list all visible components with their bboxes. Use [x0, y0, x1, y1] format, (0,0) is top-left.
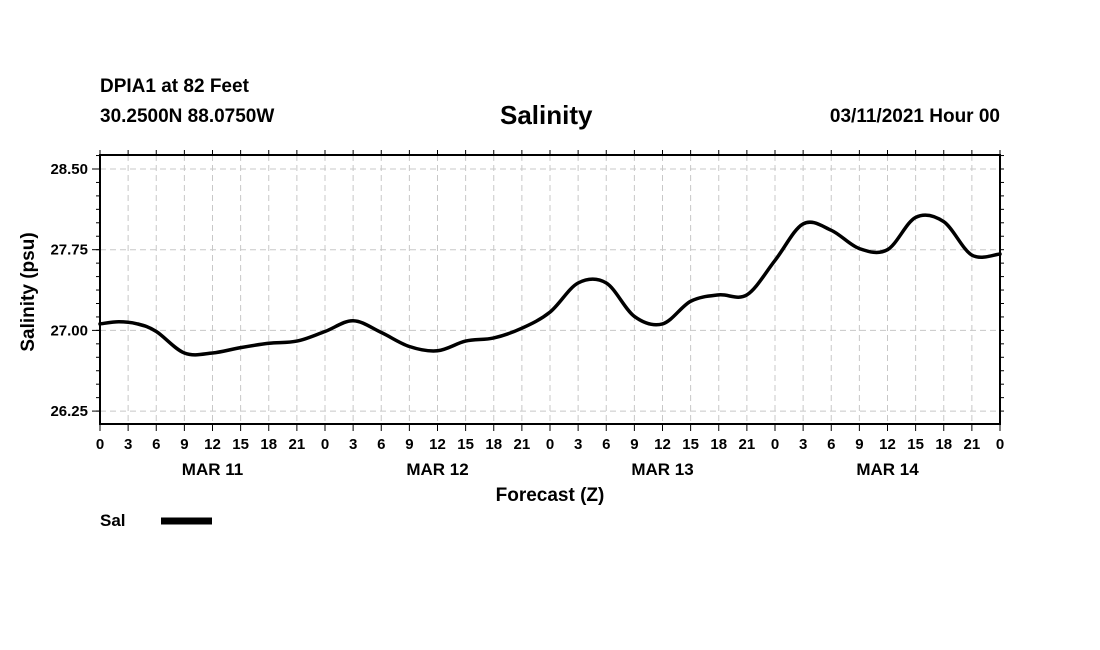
x-tick-label: 0 [546, 436, 554, 453]
x-tick-label: 3 [574, 436, 582, 453]
x-tick-label: 0 [321, 436, 329, 453]
grid [100, 155, 1000, 424]
station-coordinates: 30.2500N 88.0750W [100, 106, 275, 127]
x-tick-label: 21 [739, 436, 756, 453]
x-day-label: MAR 13 [631, 460, 693, 479]
x-tick-label: 15 [907, 436, 924, 453]
x-tick-label: 6 [377, 436, 385, 453]
x-day-label: MAR 12 [406, 460, 468, 479]
x-tick-label: 9 [180, 436, 188, 453]
chart-title: Salinity [500, 100, 593, 130]
x-tick-label: 6 [827, 436, 835, 453]
x-tick-label: 18 [935, 436, 952, 453]
x-tick-label: 21 [289, 436, 306, 453]
series-layer [98, 213, 1002, 357]
x-tick-label: 15 [232, 436, 249, 453]
x-tick-label: 21 [964, 436, 981, 453]
x-axis: 0 3 6 9 12 15 18 21 0 3 6 9 12 15 18 21 0 3 6 9 12 15 18 21 0 3 6 9… [96, 150, 1004, 479]
x-tick-label: 0 [996, 436, 1004, 453]
station-label: DPIA1 at 82 Feet [100, 76, 249, 97]
legend-label: Sal [100, 511, 126, 530]
y-tick-label: 26.25 [50, 403, 88, 420]
x-tick-label: 18 [710, 436, 727, 453]
x-tick-label: 15 [457, 436, 474, 453]
y-tick-label: 28.50 [50, 161, 88, 178]
x-tick-label: 21 [514, 436, 531, 453]
x-tick-label: 12 [429, 436, 446, 453]
x-tick-label: 12 [204, 436, 221, 453]
x-tick-label: 3 [349, 436, 357, 453]
x-tick-label: 18 [260, 436, 277, 453]
x-tick-label: 12 [654, 436, 671, 453]
x-tick-label: 9 [405, 436, 413, 453]
x-tick-label: 3 [799, 436, 807, 453]
x-tick-label: 12 [879, 436, 896, 453]
x-day-label: MAR 14 [856, 460, 919, 479]
y-axis: 26.25 27.00 27.75 28.50 [50, 155, 1004, 420]
y-tick-label: 27.75 [50, 242, 88, 259]
x-tick-label: 9 [630, 436, 638, 453]
issue-time: 03/11/2021 Hour 00 [829, 106, 1000, 127]
x-tick-label: 3 [124, 436, 132, 453]
legend: Sal [100, 511, 212, 530]
y-axis-label: Salinity (psu) [18, 232, 39, 351]
x-tick-label: 9 [855, 436, 863, 453]
series-line-sal [98, 213, 1002, 357]
x-axis-label: Forecast (Z) [496, 485, 605, 506]
x-tick-label: 0 [96, 436, 104, 453]
x-tick-label: 0 [771, 436, 779, 453]
y-tick-label: 27.00 [50, 322, 88, 339]
x-tick-label: 15 [682, 436, 699, 453]
x-tick-label: 6 [152, 436, 160, 453]
x-tick-label: 18 [485, 436, 502, 453]
x-tick-label: 6 [602, 436, 610, 453]
x-day-label: MAR 11 [182, 460, 243, 479]
